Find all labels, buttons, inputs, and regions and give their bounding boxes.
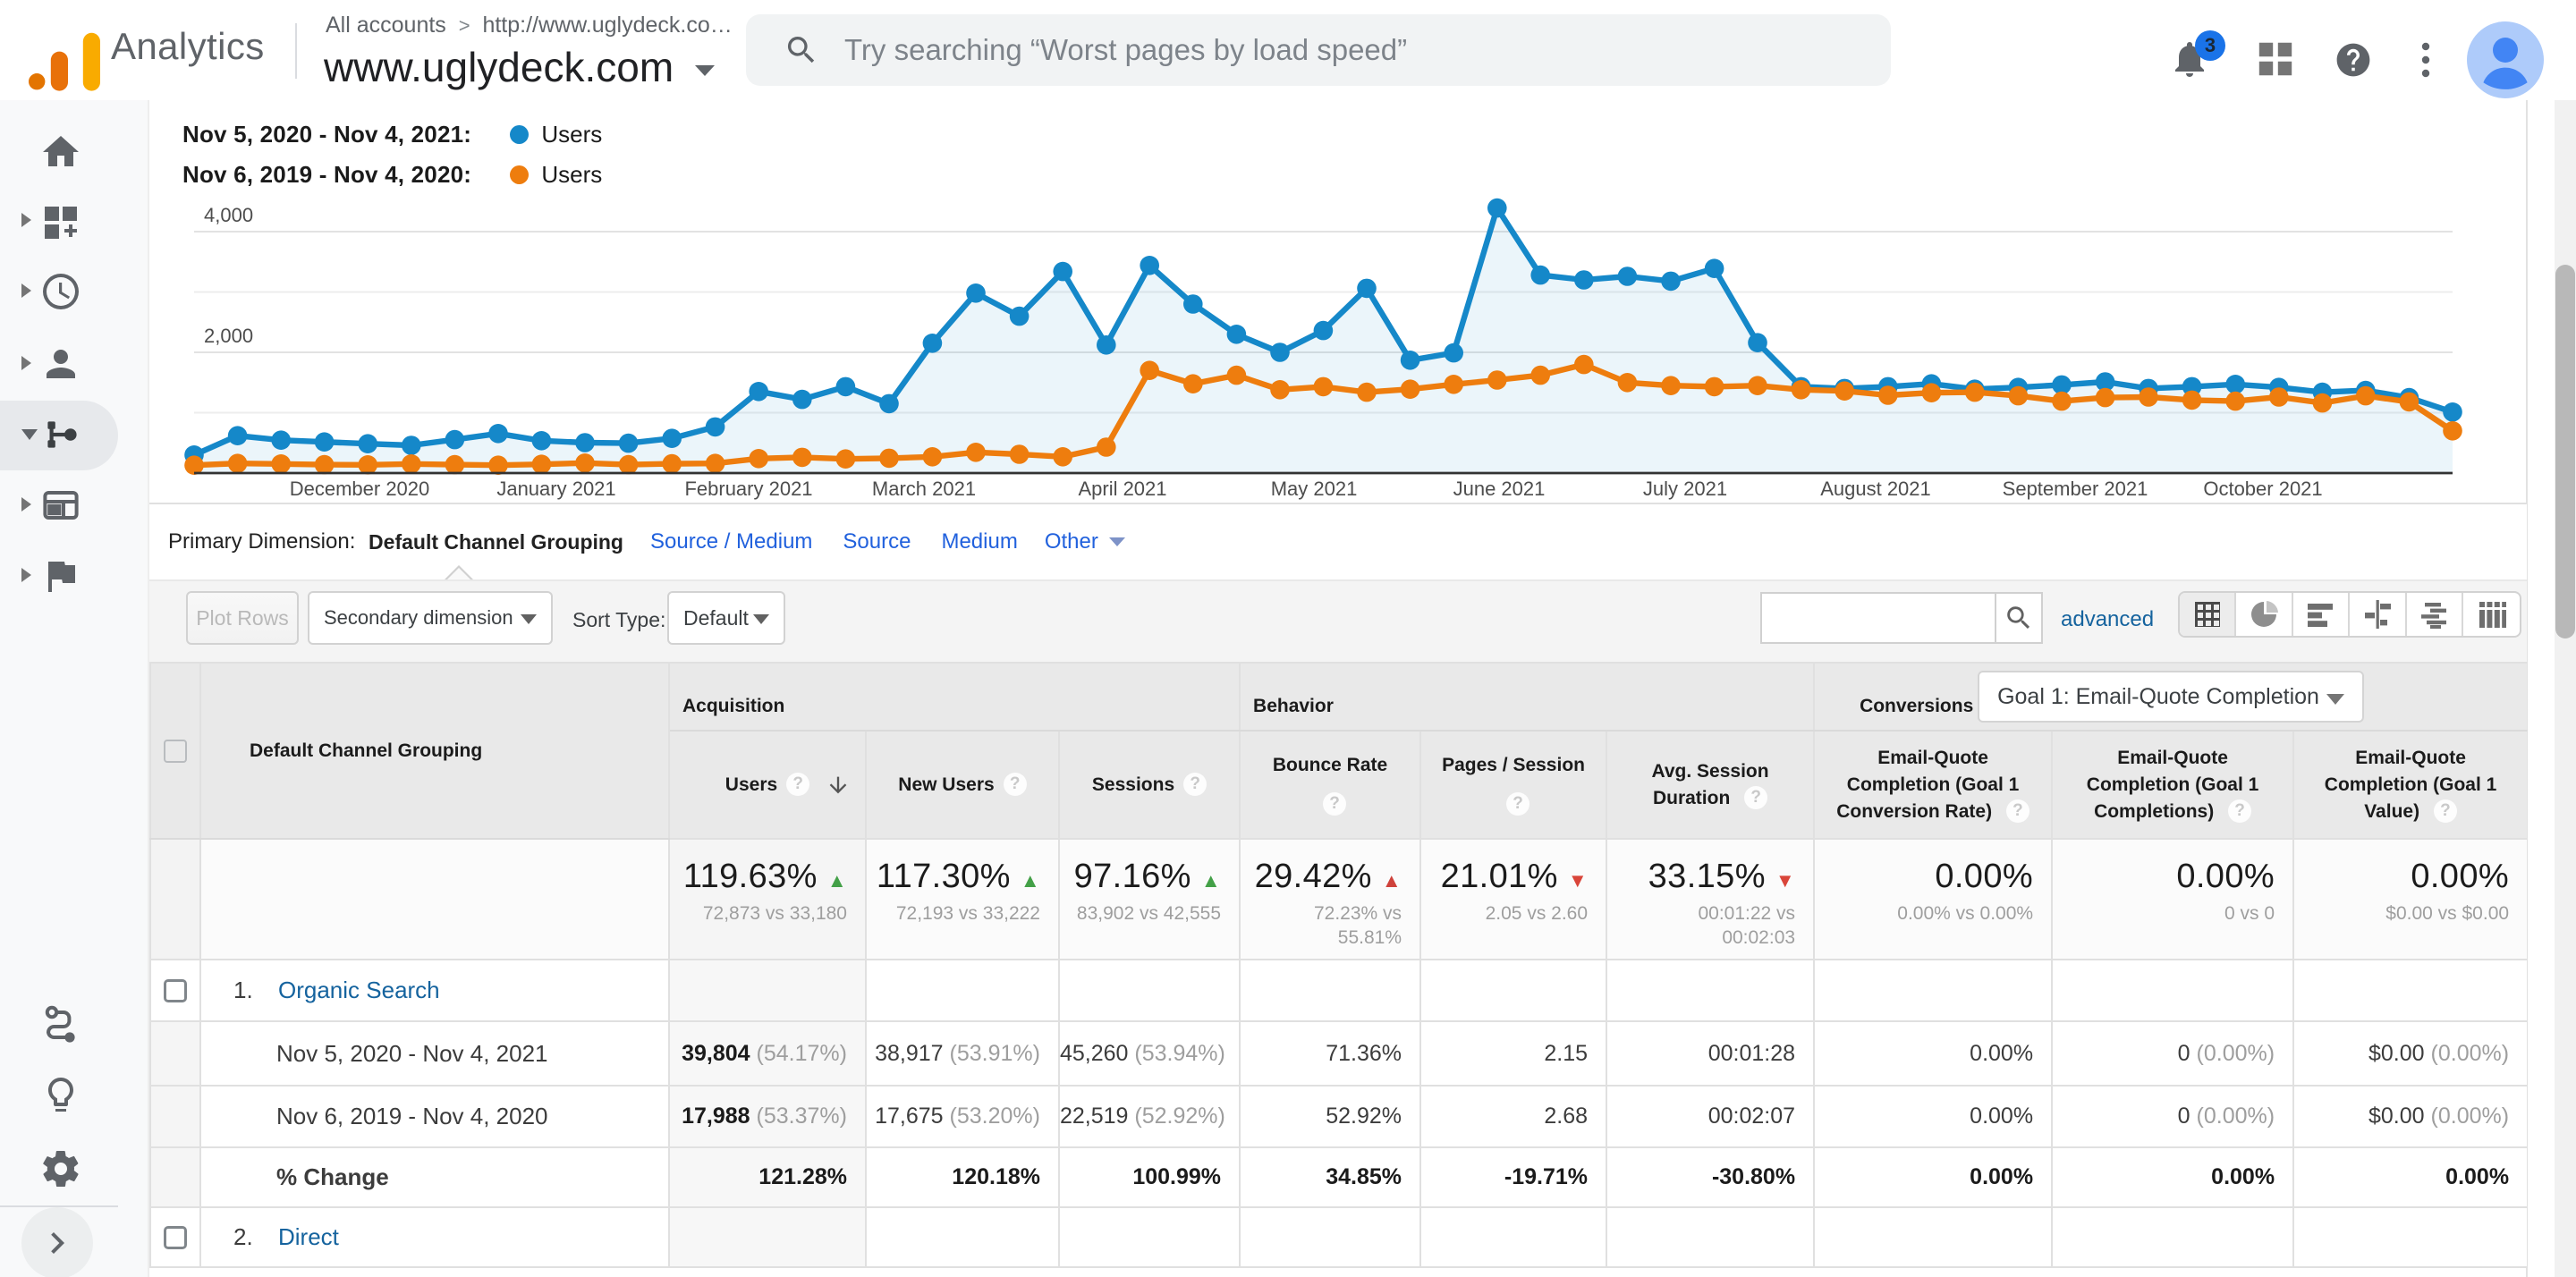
svg-text:2,000: 2,000 bbox=[204, 325, 253, 347]
svg-text:December 2020: December 2020 bbox=[290, 478, 430, 500]
svg-text:July 2021: July 2021 bbox=[1643, 478, 1727, 500]
svg-text:March 2021: March 2021 bbox=[872, 478, 976, 500]
svg-text:June 2021: June 2021 bbox=[1453, 478, 1546, 500]
svg-text:January 2021: January 2021 bbox=[496, 478, 615, 500]
svg-text:4,000: 4,000 bbox=[204, 204, 253, 226]
svg-text:October 2021: October 2021 bbox=[2203, 478, 2322, 500]
svg-text:April 2021: April 2021 bbox=[1078, 478, 1166, 500]
svg-text:May 2021: May 2021 bbox=[1271, 478, 1358, 500]
svg-text:August 2021: August 2021 bbox=[1820, 478, 1931, 500]
svg-text:February 2021: February 2021 bbox=[684, 478, 812, 500]
svg-text:September 2021: September 2021 bbox=[2003, 478, 2148, 500]
